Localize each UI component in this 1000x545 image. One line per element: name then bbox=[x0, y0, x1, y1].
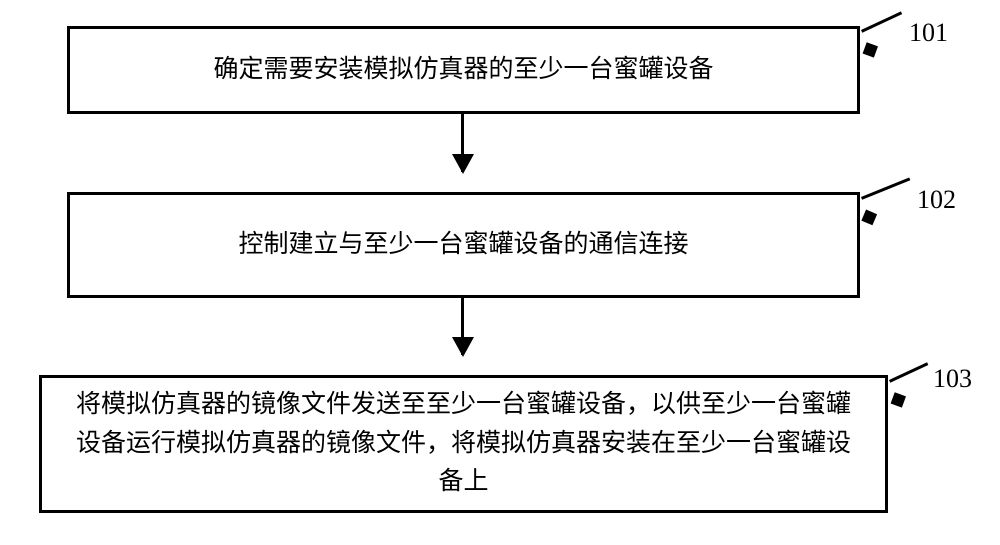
flow-step-3-text: 将模拟仿真器的镜像文件发送至至少一台蜜罐设备，以供至少一台蜜罐设备运行模拟仿真器… bbox=[70, 386, 857, 502]
step-label-101: 101 bbox=[909, 18, 948, 48]
arrow-2-to-3 bbox=[461, 298, 464, 355]
arrow-1-to-2 bbox=[461, 114, 464, 172]
flow-step-1-text: 确定需要安装模拟仿真器的至少一台蜜罐设备 bbox=[213, 51, 713, 90]
flow-step-2-text: 控制建立与至少一台蜜罐设备的通信连接 bbox=[238, 226, 688, 265]
flow-step-2: 控制建立与至少一台蜜罐设备的通信连接 bbox=[67, 192, 860, 298]
flow-step-1: 确定需要安装模拟仿真器的至少一台蜜罐设备 bbox=[67, 26, 860, 114]
flow-step-3: 将模拟仿真器的镜像文件发送至至少一台蜜罐设备，以供至少一台蜜罐设备运行模拟仿真器… bbox=[39, 375, 888, 513]
lead-line-2 bbox=[861, 178, 917, 218]
lead-line-1 bbox=[861, 11, 910, 50]
step-label-102: 102 bbox=[917, 185, 956, 215]
lead-line-3 bbox=[889, 362, 936, 400]
step-label-103: 103 bbox=[933, 364, 972, 394]
